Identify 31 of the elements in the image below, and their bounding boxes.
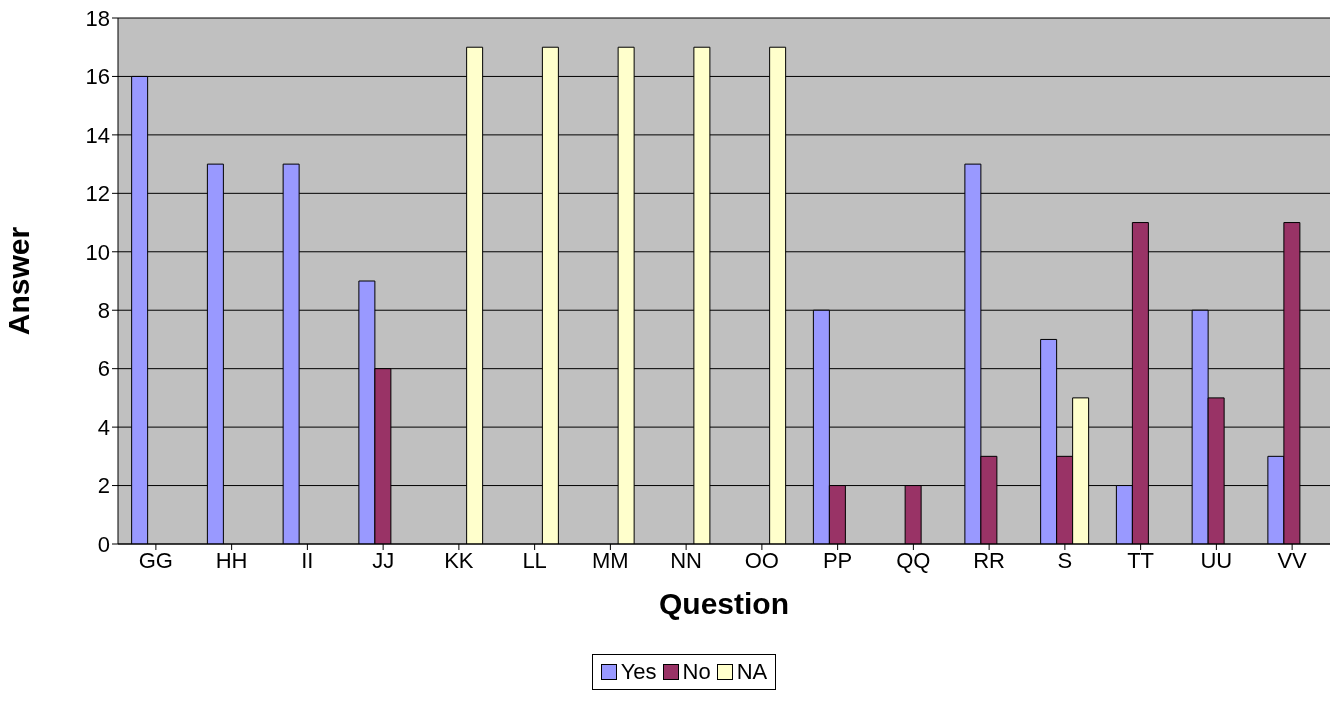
x-tick-label: S [1057, 547, 1073, 573]
x-tick-label: QQ [896, 547, 931, 573]
x-tick-label: KK [444, 547, 474, 573]
y-tick-label: 10 [85, 239, 110, 265]
x-tick-label: TT [1127, 547, 1155, 573]
x-tick-label: RR [973, 547, 1006, 573]
y-tick-label: 4 [97, 414, 110, 440]
x-tick-label: PP [822, 547, 853, 573]
x-tick-label: VV [1277, 547, 1308, 573]
legend-label: NA [736, 659, 768, 685]
legend-label: No [682, 659, 711, 685]
x-tick-label: II [301, 547, 314, 573]
x-tick-label: GG [138, 547, 173, 573]
x-tick-label: UU [1200, 547, 1233, 573]
x-tick-label: NN [670, 547, 703, 573]
y-tick-label: 16 [85, 64, 110, 90]
y-axis-title: Answer [1, 226, 35, 336]
x-tick-label: JJ [372, 547, 395, 573]
y-tick-label: 14 [85, 122, 110, 148]
y-tick-label: 2 [97, 473, 110, 499]
y-tick-label: 12 [85, 181, 110, 207]
x-tick-label: MM [592, 547, 629, 573]
y-tick-label: 8 [97, 298, 110, 324]
legend-label: Yes [620, 659, 657, 685]
y-tick-label: 18 [85, 5, 110, 31]
y-tick-label: 0 [97, 531, 110, 557]
x-tick-label: HH [215, 547, 248, 573]
y-tick-label: 6 [97, 356, 110, 382]
x-axis-title: Question [658, 587, 790, 620]
x-tick-label: OO [744, 547, 779, 573]
x-tick-label: LL [522, 547, 547, 573]
